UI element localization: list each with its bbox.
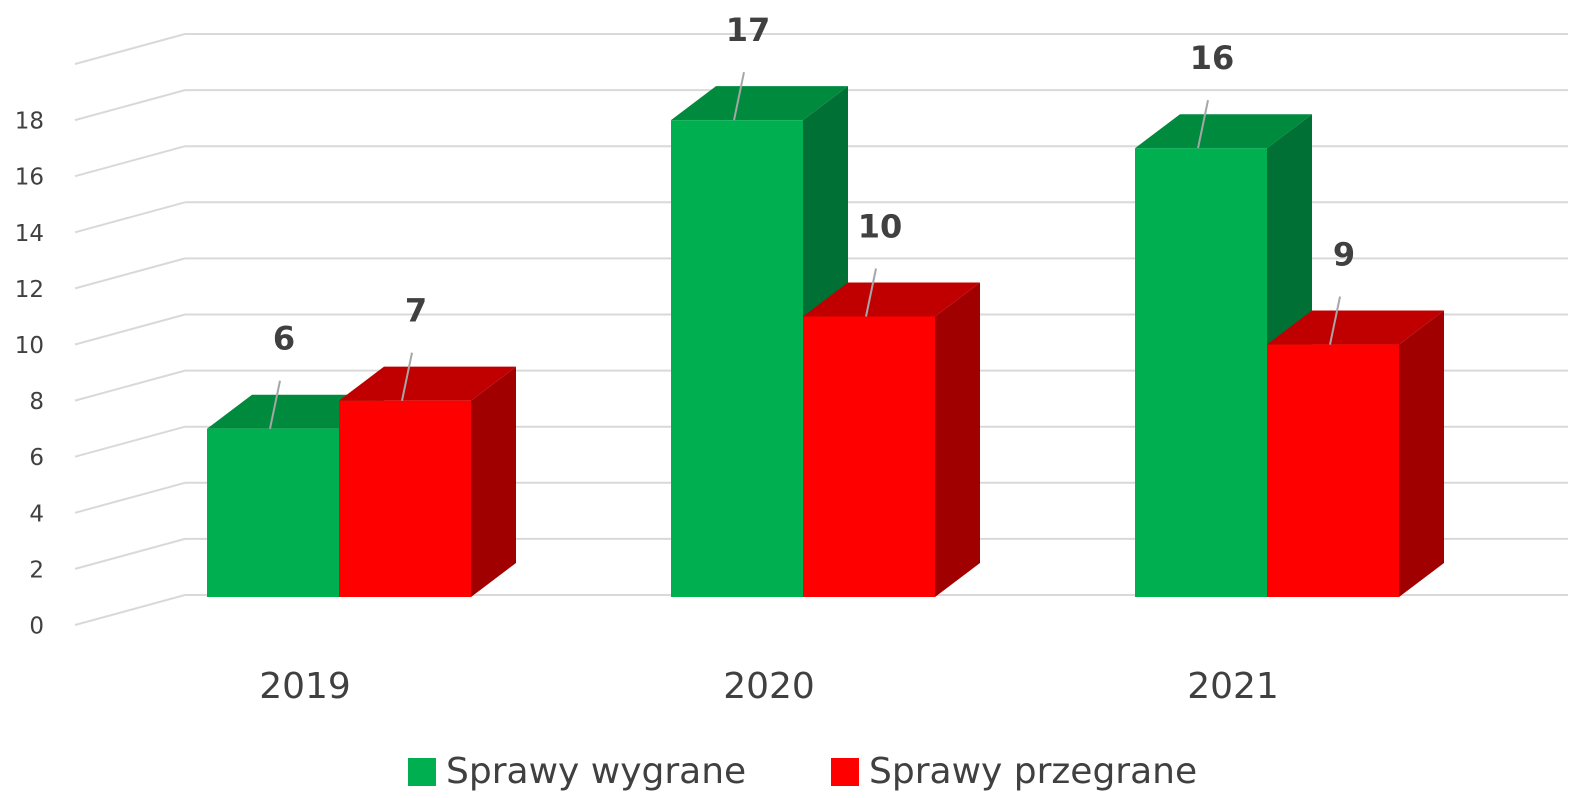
- grid-line: [74, 537, 186, 570]
- grid-line: [74, 425, 186, 458]
- bar-face: [339, 400, 471, 597]
- grid-line: [74, 145, 186, 178]
- y-tick-label: 10: [15, 333, 44, 359]
- grid-line: [74, 594, 186, 626]
- leader-line: [733, 71, 745, 121]
- grid-line: [74, 481, 186, 514]
- bar-face: [339, 366, 516, 401]
- data-label: 17: [726, 11, 771, 49]
- grid-line: [74, 313, 186, 346]
- bar-face: [1135, 148, 1267, 597]
- legend-swatch: [831, 758, 859, 786]
- bar: [1267, 310, 1444, 597]
- y-tick-label: 18: [15, 109, 44, 135]
- leader-line: [1329, 296, 1341, 345]
- leader-line: [269, 380, 281, 429]
- bar-face: [671, 86, 848, 121]
- bar-face: [803, 282, 980, 317]
- bar-face: [471, 366, 516, 597]
- data-label: 9: [1333, 236, 1355, 274]
- grid-line: [74, 89, 186, 122]
- bar: [803, 282, 980, 597]
- leader-line: [401, 352, 413, 401]
- y-tick-label: 0: [29, 614, 44, 640]
- y-tick-label: 12: [15, 277, 44, 303]
- leader-line: [1197, 99, 1209, 149]
- data-label: 10: [858, 208, 903, 246]
- y-tick-label: 16: [15, 165, 44, 191]
- grid-line: [74, 33, 186, 65]
- legend-label: Sprawy przegrane: [869, 751, 1197, 792]
- data-label: 16: [1190, 39, 1235, 77]
- data-label: 6: [273, 320, 295, 358]
- y-tick-label: 8: [29, 389, 44, 415]
- y-tick-label: 4: [29, 501, 44, 527]
- bar-face: [1267, 344, 1399, 597]
- bar-face: [207, 428, 339, 597]
- legend-swatch: [408, 758, 436, 786]
- grid-line: [74, 201, 186, 234]
- bar-face: [1267, 310, 1444, 345]
- y-tick-label: 14: [15, 221, 44, 247]
- leader-line: [865, 268, 877, 317]
- bar-face: [1399, 310, 1444, 597]
- x-tick-label: 2020: [723, 666, 815, 707]
- y-tick-label: 2: [29, 557, 44, 583]
- grid-line: [74, 257, 186, 290]
- grid-line: [74, 369, 186, 402]
- bar: [339, 366, 516, 597]
- bar-face: [935, 282, 980, 597]
- data-label: 7: [405, 292, 427, 330]
- bar-face: [1135, 114, 1312, 149]
- x-tick-label: 2019: [259, 666, 351, 707]
- bar-face: [803, 316, 935, 597]
- bar: [671, 86, 848, 598]
- y-tick-label: 6: [29, 445, 44, 471]
- legend-label: Sprawy wygrane: [446, 751, 746, 792]
- x-tick-label: 2021: [1187, 666, 1279, 707]
- bar-face: [671, 120, 803, 598]
